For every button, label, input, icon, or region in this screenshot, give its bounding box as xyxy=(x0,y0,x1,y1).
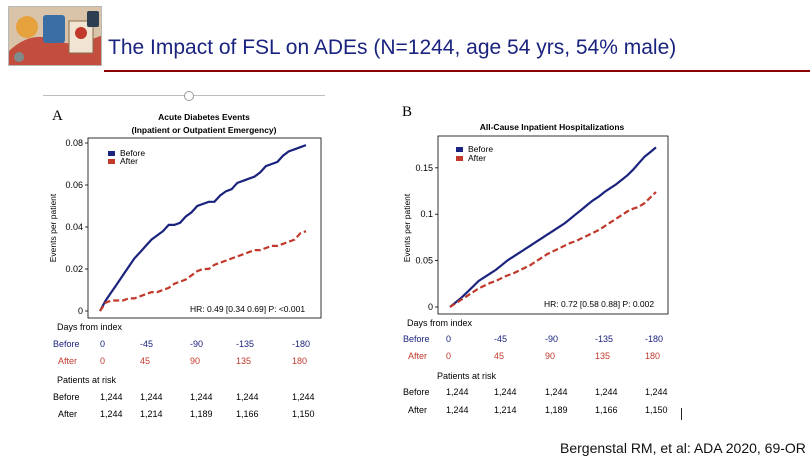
before-risk-cell: 1,244 xyxy=(494,387,517,397)
chart-b-title: All-Cause Inpatient Hospitalizations xyxy=(480,122,625,132)
chart-a-title-line2: (Inpatient or Outpatient Emergency) xyxy=(132,125,277,135)
title-divider xyxy=(104,70,810,72)
panel-label-a: A xyxy=(52,108,63,124)
after-day-cell: 0 xyxy=(100,356,106,366)
y-tick-label: 0.1 xyxy=(420,209,433,219)
after-risk-cell: 1,150 xyxy=(292,409,315,419)
before-risk-cell: 1,244 xyxy=(446,387,469,397)
after-risk-label-b: After xyxy=(408,405,428,415)
before-day-cell: -45 xyxy=(494,334,508,344)
slide-logo-image xyxy=(8,6,102,66)
before-risk-cell: 1,244 xyxy=(595,387,618,397)
after-risk-cell: 1,166 xyxy=(236,409,259,419)
before-day-cell: -90 xyxy=(190,339,204,349)
after-days-label-a: After xyxy=(58,356,78,366)
chart-b-ylabel: Events per patient xyxy=(402,193,412,262)
y-tick-label: 0.04 xyxy=(65,222,83,232)
after-day-cell: 180 xyxy=(645,351,661,361)
legend-before-label: Before xyxy=(468,144,493,154)
after-risk-label-a: After xyxy=(58,409,78,419)
patients-at-risk-label-b: Patients at risk xyxy=(437,371,497,381)
legend-after-label: After xyxy=(468,153,486,163)
after-risk-cell: 1,214 xyxy=(140,409,163,419)
after-days-label-b: After xyxy=(408,351,428,361)
before-day-cell: -180 xyxy=(645,334,664,344)
before-days-label-b: Before xyxy=(403,334,430,344)
slide-title: The Impact of FSL on ADEs (N=1244, age 5… xyxy=(108,36,677,59)
before-day-cell: -135 xyxy=(595,334,614,344)
chart-panel-b: B All-Cause Inpatient Hospitalizations 0… xyxy=(402,104,669,315)
y-tick-label: 0 xyxy=(428,302,433,312)
y-tick-label: 0.02 xyxy=(65,264,83,274)
before-risk-label-b: Before xyxy=(403,387,430,397)
legend-before-swatch xyxy=(108,151,115,156)
after-day-cell: 135 xyxy=(595,351,611,361)
before-risk-cell: 1,244 xyxy=(645,387,668,397)
days-from-index-label-b: Days from index xyxy=(407,318,473,328)
y-tick-label: 0.08 xyxy=(65,138,83,148)
before-risk-label-a: Before xyxy=(53,392,80,402)
after-day-cell: 45 xyxy=(140,356,151,366)
series-line-after xyxy=(99,230,307,312)
y-tick-label: 0.05 xyxy=(415,256,433,266)
chart-a-plot-frame xyxy=(87,137,322,319)
legend-after-label: After xyxy=(120,156,138,166)
after-risk-cell: 1,189 xyxy=(190,409,213,419)
before-risk-cell: 1,244 xyxy=(292,392,315,402)
y-tick-label: 0.15 xyxy=(415,163,433,173)
before-day-cell: -45 xyxy=(140,339,154,349)
after-day-cell: 90 xyxy=(190,356,201,366)
before-risk-cell: 1,244 xyxy=(140,392,163,402)
after-risk-cell: 1,214 xyxy=(494,405,517,415)
y-tick-label: 0 xyxy=(78,306,83,316)
after-risk-cell: 1,244 xyxy=(446,405,469,415)
series-line-after xyxy=(449,191,657,308)
chart-a-ylabel: Events per patient xyxy=(48,193,58,262)
chart-b-plot-frame xyxy=(437,135,669,315)
scroll-handle[interactable] xyxy=(184,91,194,101)
chart-a-hr-text: HR: 0.49 [0.34 0.69] P: <0.001 xyxy=(190,304,305,314)
after-risk-cell: 1,189 xyxy=(545,405,568,415)
y-tick-label: 0.06 xyxy=(65,180,83,190)
legend-before-label: Before xyxy=(120,148,145,158)
legend-after-swatch xyxy=(456,156,463,161)
after-risk-cell: 1,166 xyxy=(595,405,618,415)
panel-label-b: B xyxy=(402,104,412,120)
before-risk-cell: 1,244 xyxy=(236,392,259,402)
legend-after-swatch xyxy=(108,159,115,164)
citation: Bergenstal RM, et al: ADA 2020, 69-OR xyxy=(560,440,806,456)
before-day-cell: 0 xyxy=(446,334,452,344)
after-risk-cell: 1,244 xyxy=(100,409,123,419)
text-cursor xyxy=(681,408,682,420)
before-day-cell: -180 xyxy=(292,339,311,349)
before-day-cell: -135 xyxy=(236,339,255,349)
legend-before-swatch xyxy=(456,147,463,152)
before-day-cell: -90 xyxy=(545,334,559,344)
before-risk-cell: 1,244 xyxy=(545,387,568,397)
chart-a-title-line1: Acute Diabetes Events xyxy=(158,112,250,122)
before-risk-cell: 1,244 xyxy=(190,392,213,402)
after-day-cell: 45 xyxy=(494,351,505,361)
chart-b-hr-text: HR: 0.72 [0.58 0.88] P: 0.002 xyxy=(544,299,654,309)
chart-a-svg: A Acute Diabetes Events (Inpatient or Ou… xyxy=(48,108,322,319)
after-day-cell: 90 xyxy=(545,351,556,361)
chart-b-svg: B All-Cause Inpatient Hospitalizations 0… xyxy=(402,104,669,315)
before-day-cell: 0 xyxy=(100,339,106,349)
chart-panel-a: A Acute Diabetes Events (Inpatient or Ou… xyxy=(0,0,330,330)
before-risk-cell: 1,244 xyxy=(100,392,123,402)
patients-at-risk-label-a: Patients at risk xyxy=(57,375,117,385)
after-day-cell: 135 xyxy=(236,356,252,366)
before-days-label-a: Before xyxy=(53,339,80,349)
after-risk-cell: 1,150 xyxy=(645,405,668,415)
after-day-cell: 0 xyxy=(446,351,452,361)
series-line-before xyxy=(449,146,657,308)
days-from-index-label-a: Days from index xyxy=(57,322,123,332)
after-day-cell: 180 xyxy=(292,356,308,366)
series-line-before xyxy=(99,144,307,312)
